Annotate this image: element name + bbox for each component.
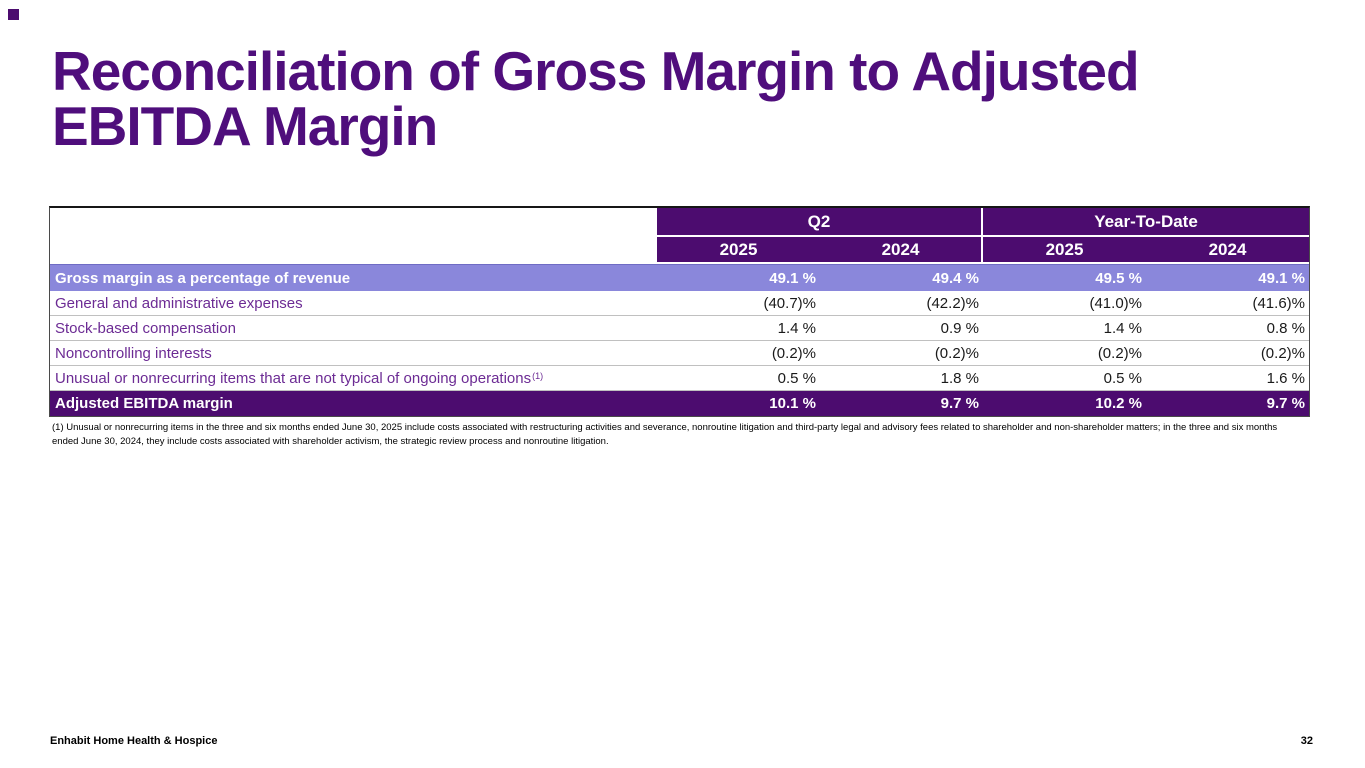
cell-value: 0.5 % bbox=[1103, 369, 1142, 387]
cell-value: 0.5 % bbox=[777, 369, 816, 387]
table-row-unusual-nonrecurring-items: Unusual or nonrecurring items that are n… bbox=[50, 366, 1309, 391]
row-label: Unusual or nonrecurring items that are n… bbox=[50, 366, 657, 390]
row-label: Noncontrolling interests bbox=[55, 344, 212, 362]
cell-value: 1.4 % bbox=[1103, 319, 1142, 337]
cell-value: 1.8 % bbox=[940, 369, 979, 387]
table-row-adjusted-ebitda-margin: Adjusted EBITDA margin 10.1 % 9.7 % 10.2… bbox=[50, 391, 1309, 416]
cell-value: (40.7)% bbox=[763, 294, 816, 312]
cell-value: (42.2)% bbox=[926, 294, 979, 312]
cell-value: 10.1 % bbox=[769, 395, 816, 412]
cell-value: 49.5 % bbox=[1095, 269, 1142, 287]
year-header-ytd-2024: 2024 bbox=[1146, 237, 1309, 262]
year-header-q2-2024: 2024 bbox=[820, 237, 983, 262]
cell-value: 1.6 % bbox=[1266, 369, 1305, 387]
table-row-gross-margin: Gross margin as a percentage of revenue … bbox=[50, 264, 1309, 291]
cell-value: (41.0)% bbox=[1089, 294, 1142, 312]
slide-accent-mark bbox=[8, 9, 19, 20]
column-group-q2: Q2 bbox=[657, 208, 983, 237]
row-label: Stock-based compensation bbox=[55, 319, 236, 337]
table-row-stock-based-compensation: Stock-based compensation 1.4 % 0.9 % 1.4… bbox=[50, 316, 1309, 341]
cell-value: (0.2)% bbox=[934, 344, 979, 362]
cell-value: 0.9 % bbox=[940, 319, 979, 337]
footnote-reference: (1) bbox=[532, 370, 544, 381]
cell-value: 0.8 % bbox=[1266, 319, 1305, 337]
table-header-year-row: 2025 2024 2025 2024 bbox=[50, 237, 1309, 264]
cell-value: 49.4 % bbox=[932, 269, 979, 287]
cell-value: (41.6)% bbox=[1252, 294, 1305, 312]
year-header-q2-2025: 2025 bbox=[657, 237, 820, 262]
header-empty-cell bbox=[50, 237, 657, 262]
table-row-noncontrolling-interests: Noncontrolling interests (0.2)% (0.2)% (… bbox=[50, 341, 1309, 366]
reconciliation-table: Q2 Year-To-Date 2025 2024 2025 2024 Gros… bbox=[49, 206, 1310, 417]
cell-value: (0.2)% bbox=[1260, 344, 1305, 362]
footnote: (1) Unusual or nonrecurring items in the… bbox=[52, 422, 1278, 447]
row-label-text: Unusual or nonrecurring items that are n… bbox=[55, 369, 532, 387]
cell-value: (0.2)% bbox=[771, 344, 816, 362]
cell-value: 1.4 % bbox=[777, 319, 816, 337]
footer-brand: Enhabit Home Health & Hospice bbox=[50, 735, 218, 747]
header-empty-cell bbox=[50, 208, 657, 237]
cell-value: 9.7 % bbox=[1266, 395, 1305, 412]
page-title: Reconciliation of Gross Margin to Adjust… bbox=[52, 40, 1140, 157]
year-header-ytd-2025: 2025 bbox=[983, 237, 1146, 262]
cell-value: 9.7 % bbox=[940, 395, 979, 412]
table-row-general-admin-expenses: General and administrative expenses (40.… bbox=[50, 291, 1309, 316]
page-number: 32 bbox=[1300, 735, 1313, 747]
row-label: General and administrative expenses bbox=[55, 294, 303, 312]
column-group-year-to-date: Year-To-Date bbox=[983, 208, 1309, 237]
row-label: Adjusted EBITDA margin bbox=[55, 395, 233, 412]
cell-value: 49.1 % bbox=[769, 269, 816, 287]
cell-value: 10.2 % bbox=[1095, 395, 1142, 412]
table-header-group-row: Q2 Year-To-Date bbox=[50, 208, 1309, 237]
cell-value: (0.2)% bbox=[1097, 344, 1142, 362]
cell-value: 49.1 % bbox=[1258, 269, 1305, 287]
row-label: Gross margin as a percentage of revenue bbox=[55, 269, 351, 287]
